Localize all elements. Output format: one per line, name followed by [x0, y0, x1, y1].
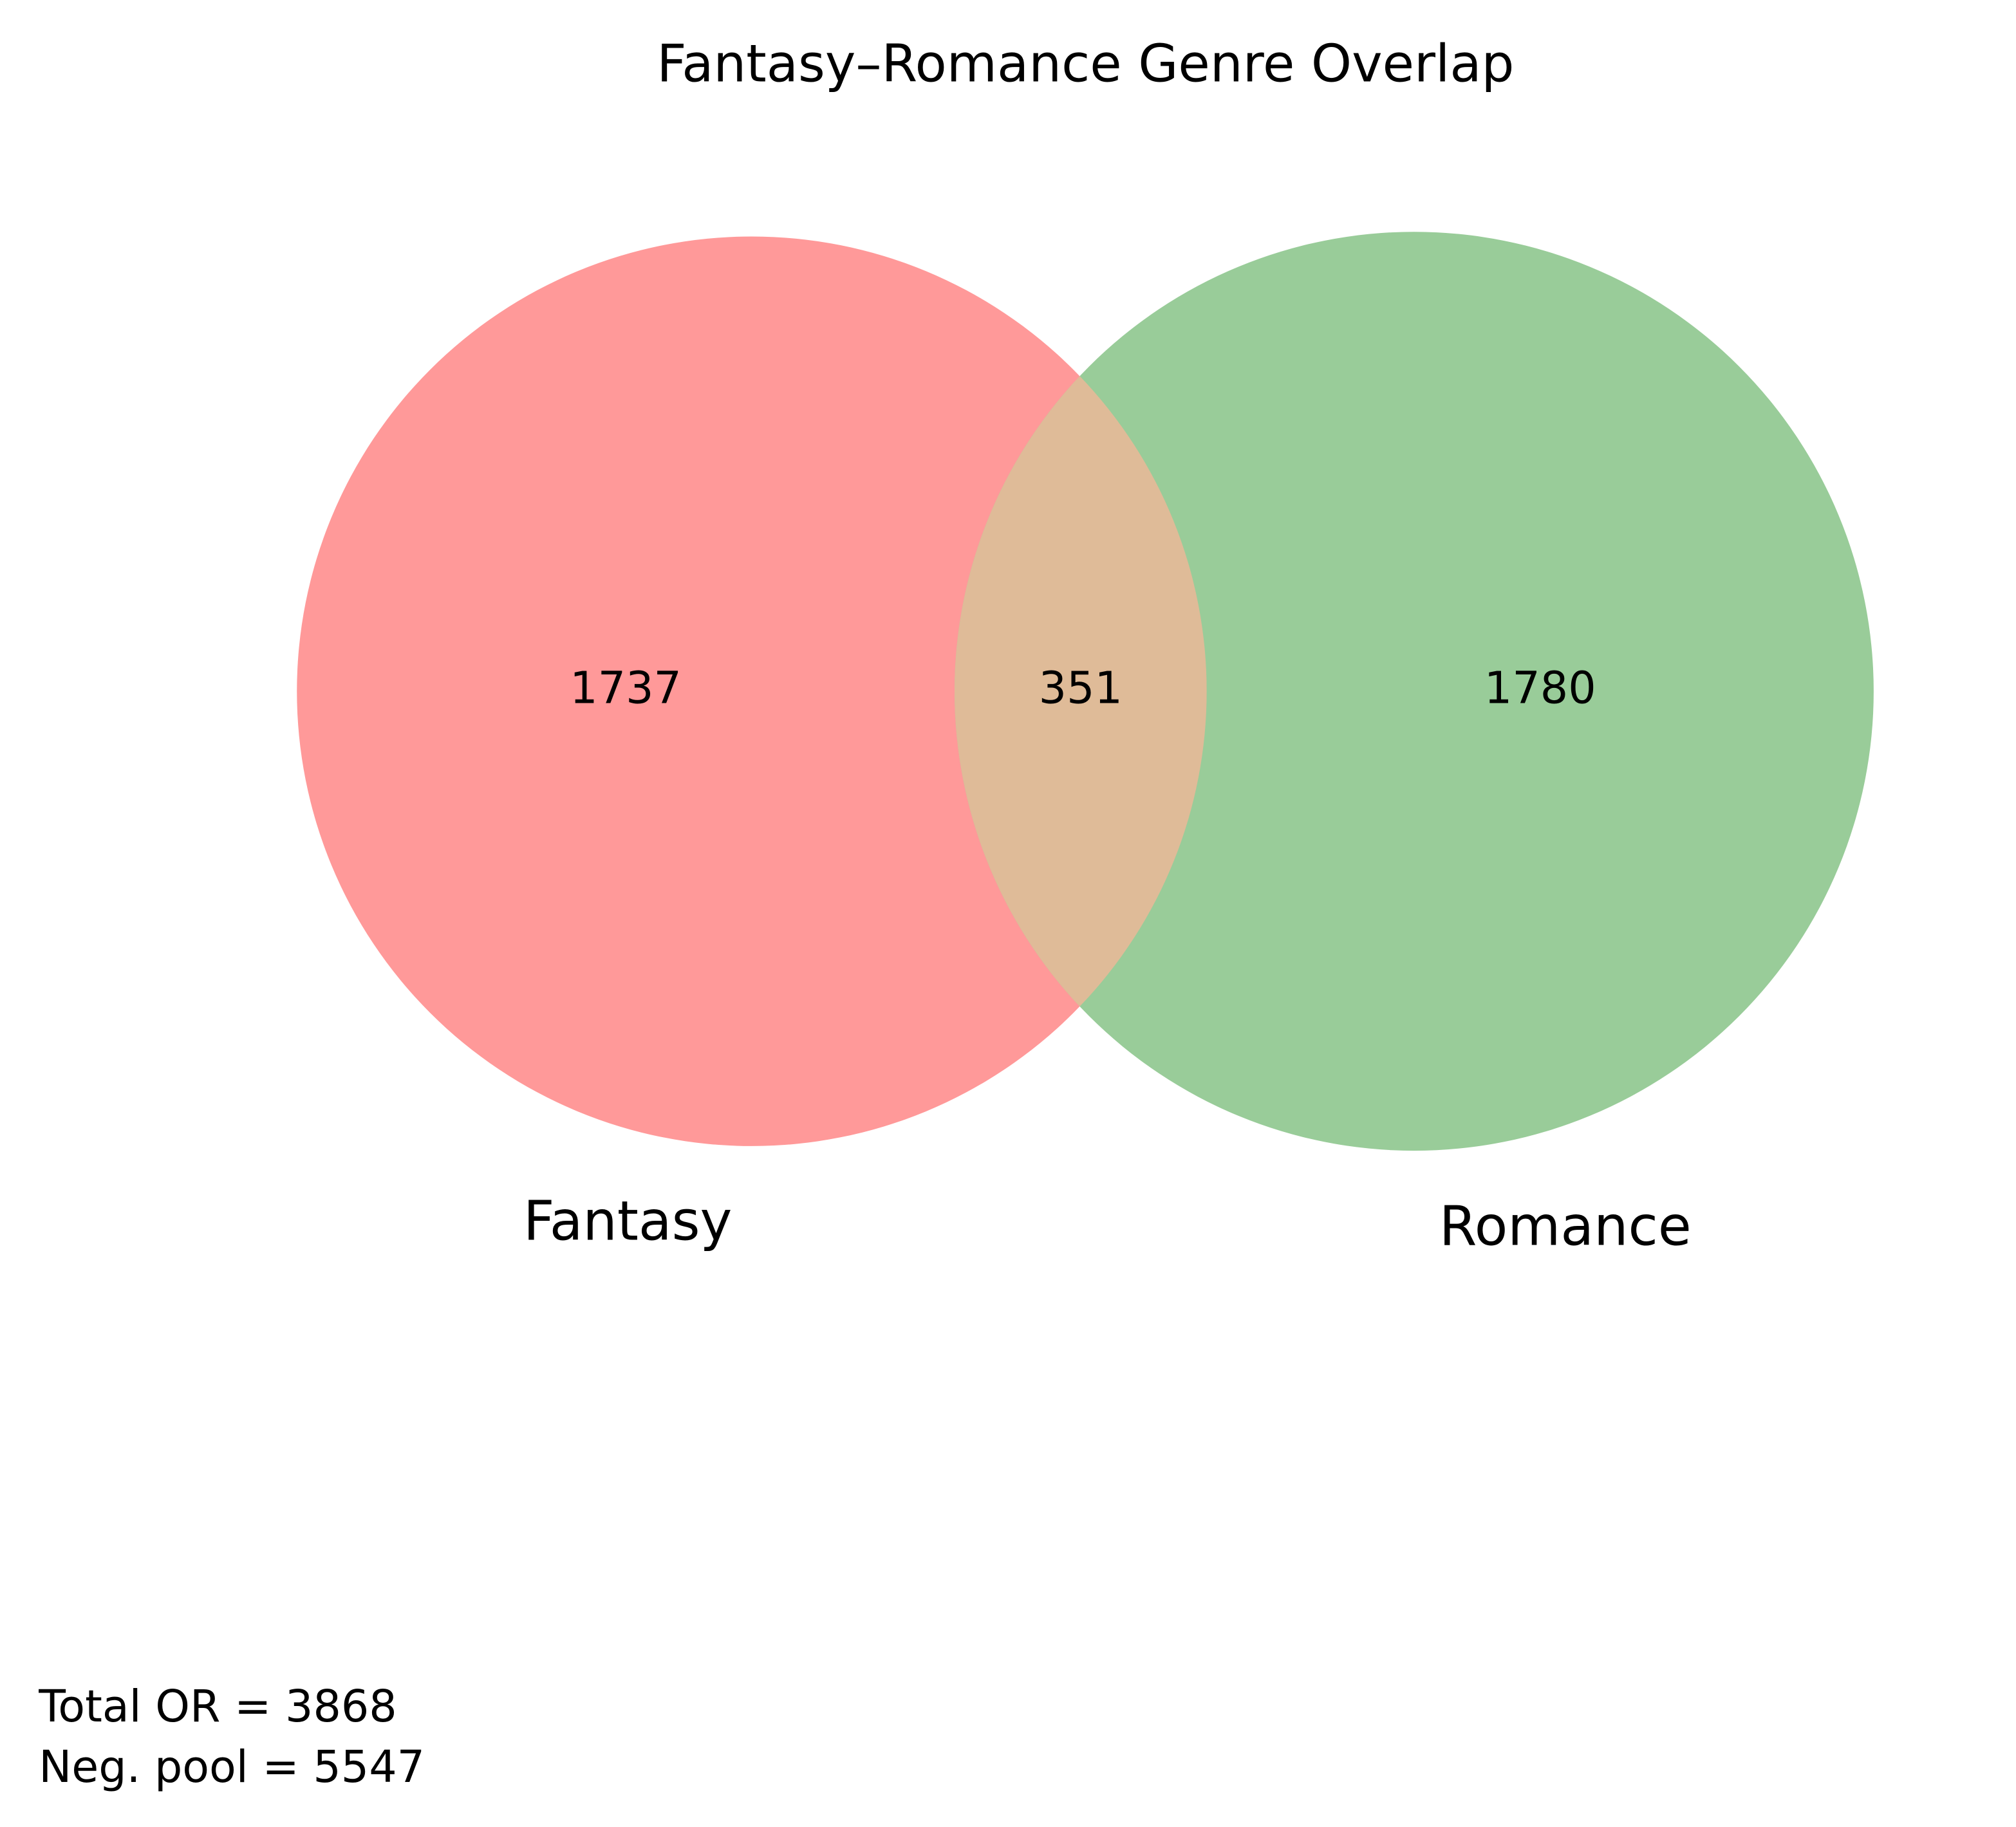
chart-title: Fantasy–Romance Genre Overlap [657, 33, 1514, 93]
set-circle [297, 236, 1207, 1146]
region-label: 1780 [1484, 663, 1596, 714]
annotation: Neg. pool = 5547 [39, 1742, 425, 1793]
set-circle [954, 232, 1874, 1151]
region-label: 351 [1039, 663, 1123, 714]
annotation: Total OR = 3868 [38, 1682, 397, 1732]
set-label: Romance [1439, 1194, 1692, 1257]
overlap-region [954, 376, 1207, 1006]
set-label: Fantasy [523, 1189, 732, 1252]
region-label: 1737 [570, 663, 682, 714]
